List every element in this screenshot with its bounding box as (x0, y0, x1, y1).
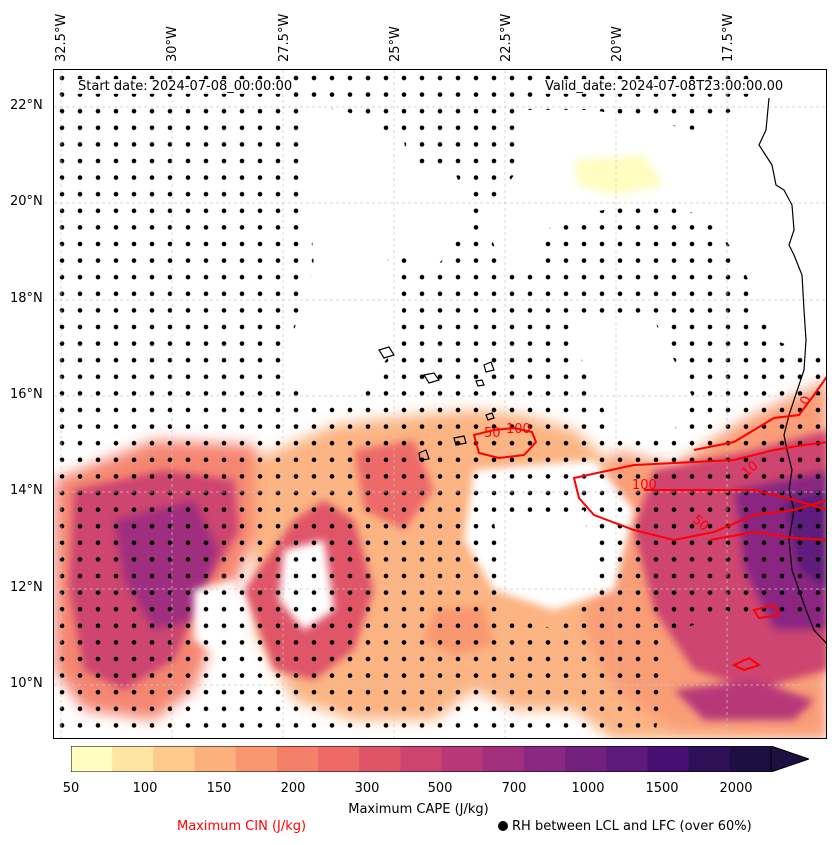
lat-tick-16n: 16°N (10, 387, 43, 402)
map-area: 50 100 100 50 0 10 Start date: 2024-07-0… (53, 69, 827, 739)
colorbar-segment (647, 746, 690, 772)
colorbar-segment (112, 746, 154, 772)
coastline (378, 97, 826, 644)
cb-tick-300: 300 (354, 781, 380, 796)
colorbar-segment (523, 746, 566, 772)
colorbar-segment (276, 746, 319, 772)
cape-colorbar (71, 746, 809, 772)
cb-tick-100: 100 (132, 781, 158, 796)
lon-tick-20w: 20°W (610, 26, 625, 62)
lat-tick-12n: 12°N (10, 580, 43, 595)
lat-tick-20n: 20°N (10, 194, 43, 209)
cin-label-50a: 50 (484, 426, 501, 441)
cin-contours (472, 376, 826, 672)
cb-tick-50: 50 (62, 781, 80, 796)
map-canvas (54, 70, 826, 738)
cin-label-100a: 100 (506, 422, 531, 437)
colorbar-segment (441, 746, 484, 772)
legend-cin-label: Maximum CIN (J/kg) (177, 819, 307, 834)
lat-tick-22n: 22°N (10, 98, 43, 113)
start-date-label: Start date: 2024-07-08_00:00:00 (76, 79, 295, 94)
legend-rh-label: RH between LCL and LFC (over 60%) (512, 819, 752, 834)
cb-tick-500: 500 (427, 781, 453, 796)
colorbar-segment (482, 746, 525, 772)
colorbar-segment (318, 746, 360, 772)
lat-tick-14n: 14°N (10, 483, 43, 498)
lon-tick-30w: 30°W (165, 26, 180, 62)
colorbar-segment (606, 746, 648, 772)
colorbar-segment (565, 746, 607, 772)
cb-tick-150: 150 (206, 781, 232, 796)
lon-tick-27-5w: 27.5°W (277, 13, 292, 62)
colorbar-segment (400, 746, 443, 772)
legend-rh: RH between LCL and LFC (over 60%) (498, 819, 752, 834)
lat-tick-18n: 18°N (10, 291, 43, 306)
cb-tick-2000: 2000 (719, 781, 753, 796)
colorbar-segment (194, 746, 237, 772)
colorbar-segment (153, 746, 196, 772)
cb-tick-1500: 1500 (645, 781, 679, 796)
lon-tick-25w: 25°W (388, 26, 403, 62)
colorbar-segment (235, 746, 278, 772)
rh-stipple (54, 70, 826, 738)
rh-dot-icon (498, 821, 508, 831)
lat-tick-10n: 10°N (10, 676, 43, 691)
graticule (54, 70, 826, 738)
cb-tick-700: 700 (501, 781, 527, 796)
cb-tick-200: 200 (280, 781, 306, 796)
lon-tick-17-5w: 17.5°W (721, 13, 736, 62)
colorbar-segment (71, 746, 113, 772)
valid-date-label: Valid_date: 2024-07-08T23:00:00.00 (543, 79, 786, 94)
colorbar-segment (729, 746, 772, 772)
colorbar-title: Maximum CAPE (J/kg) (348, 802, 489, 817)
colorbar-segment (688, 746, 731, 772)
cb-tick-1000: 1000 (571, 781, 605, 796)
cin-label-100b: 100 (632, 478, 657, 493)
lon-tick-32-5w: 32.5°W (54, 13, 69, 62)
colorbar-segment (359, 746, 401, 772)
lon-tick-22-5w: 22.5°W (499, 13, 514, 62)
